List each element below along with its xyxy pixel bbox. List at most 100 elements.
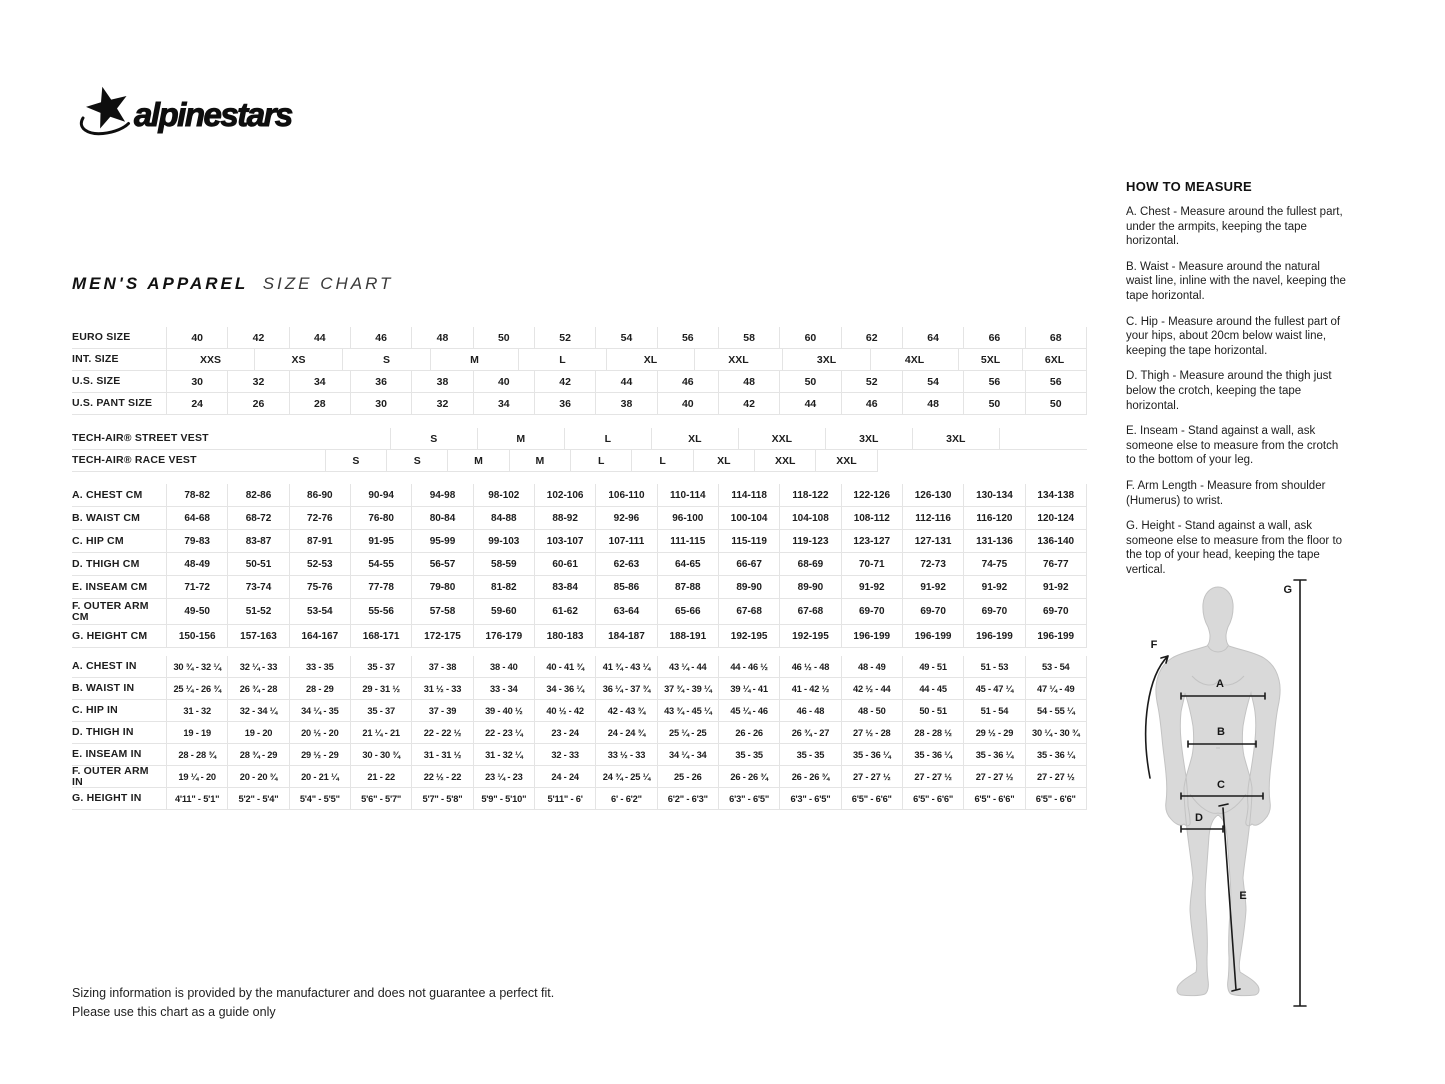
size-cell: 48 - 49 [842,656,903,677]
size-cell: 27 - 27 ½ [1026,766,1087,787]
table-group: A. CHEST IN 30 ¾ - 32 ¼ 32 ¼ - 33 33 - 35 35… [72,656,1087,810]
size-cell: 69-70 [903,599,965,624]
inseam-line [1218,803,1241,992]
size-cell: 24 [167,393,229,414]
size-cell: 86-90 [290,484,351,506]
size-cell: 184-187 [596,625,658,647]
row-label: F. OUTER ARM CM [72,599,167,624]
size-cell: 70-71 [842,553,903,575]
figure-label-height: G [1283,584,1292,596]
size-cell: 73-74 [228,576,290,598]
cell-spacer [1000,428,1087,449]
size-cell: S [391,428,478,449]
size-cell: 176-179 [474,625,535,647]
size-cell: 60-61 [535,553,597,575]
size-cell: 35 - 37 [351,656,413,677]
size-cell: 23 ¼ - 23 [474,766,535,787]
size-cell: 42 - 43 ¾ [596,700,658,721]
size-cell: 50 [964,393,1026,414]
table-row: C. HIP CM 79-83 83-87 87-91 91-95 95-99 99-103… [72,530,1087,553]
row-label: B. WAIST IN [72,678,167,699]
size-cell: 40 - 41 ¾ [535,656,597,677]
size-cell: L [571,450,633,472]
size-cell: 35 - 36 ¼ [903,744,965,765]
measurement-figure: A B C D E F G [1128,566,1445,1041]
astar-swoosh [79,116,130,136]
size-cell: 95-99 [412,530,474,552]
size-cell: 32 [228,371,290,392]
size-cell: 57-58 [412,599,474,624]
cell-spacer [215,428,391,449]
size-cell: 64 [903,327,965,348]
size-cell: 49-50 [167,599,229,624]
size-cell: 34 ¼ - 34 [658,744,719,765]
measure-instruction: D. Thigh - Measure around the thigh just… [1126,370,1332,412]
table-row: G. HEIGHT IN 4'11" - 5'1" 5'2" - 5'4" 5'4" … [72,788,1087,810]
size-cell: 168-171 [351,625,413,647]
size-cell: 35 - 36 ¼ [842,744,903,765]
size-cell: 71-72 [167,576,229,598]
size-cell: 127-131 [903,530,965,552]
size-cell: 82-86 [228,484,290,506]
size-cell: 3XL [826,428,913,449]
row-label: TECH-AIR® RACE VEST [72,450,203,472]
footer-line-2: Please use this chart as a guide only [72,1004,276,1019]
size-cell: 123-127 [842,530,903,552]
row-label: A. CHEST IN [72,656,167,677]
alpinestars-logo-icon: alpinestars [79,86,295,136]
size-cell: 52 [535,327,597,348]
size-cell: 100-104 [719,507,781,529]
size-cell: 25 ¼ - 25 [658,722,719,743]
size-cell: 72-76 [290,507,351,529]
size-cell: 6XL [1023,349,1087,370]
size-cell: 41 ¾ - 43 ¼ [596,656,658,677]
size-cell: 50 - 51 [903,700,965,721]
size-cell: 20 ½ - 20 [290,722,351,743]
size-cell: 46 - 48 [780,700,842,721]
size-cell: 52 [842,371,903,392]
size-cell: 119-123 [780,530,842,552]
size-cell: 22 ½ - 22 [412,766,474,787]
size-cell: 192-195 [780,625,842,647]
size-cell: 91-92 [842,576,903,598]
size-cell: 31 - 31 ½ [412,744,474,765]
size-cell: 196-199 [964,625,1026,647]
size-cell: 115-119 [719,530,781,552]
table-row: B. WAIST CM 64-68 68-72 72-76 76-80 80-84 84-8… [72,507,1087,530]
size-cell: 42 ½ - 44 [842,678,903,699]
table-group: TECH-AIR® STREET VEST S M L XL XXL 3XL 3XL TECH-… [72,428,1087,472]
table-row: EURO SIZE 40 42 44 46 48 50 52 54 56 58 60 62 64 66 68 [72,327,1087,349]
size-cell: 25 ¼ - 26 ¾ [167,678,229,699]
size-cell: 45 ¼ - 46 [719,700,781,721]
size-cell: 92-96 [596,507,658,529]
size-cell: 28 [290,393,351,414]
size-cell: 40 [658,393,719,414]
table-group: A. CHEST CM 78-82 82-86 86-90 90-94 94-98 98-1… [72,484,1087,648]
size-cell: 49 - 51 [903,656,965,677]
size-cell: 50 [474,327,535,348]
size-cell: M [478,428,565,449]
size-cell: 40 [167,327,229,348]
size-cell: L [632,450,694,472]
size-cell: 196-199 [1026,625,1087,647]
size-cell: 188-191 [658,625,719,647]
size-cell: 32 ¼ - 33 [228,656,290,677]
size-cell: 66-67 [719,553,781,575]
size-cell: 66 [964,327,1026,348]
row-label: U.S. SIZE [72,371,167,392]
size-cell: 72-73 [903,553,965,575]
size-cell: 46 [842,393,903,414]
measure-instruction: B. Waist - Measure around the natural wa… [1126,260,1346,302]
size-cell: 196-199 [903,625,965,647]
size-cell: 89-90 [719,576,781,598]
row-label: INT. SIZE [72,349,167,370]
footer-note: Sizing information is provided by the ma… [72,984,554,1022]
how-to-measure-heading: HOW TO MEASURE [1126,179,1253,194]
size-cell: 44 [596,371,658,392]
size-cell: 20 - 21 ¼ [290,766,351,787]
size-cell: 4XL [871,349,959,370]
size-cell: 24 - 24 ¾ [596,722,658,743]
size-cell: 24 - 24 [535,766,597,787]
size-cell: 44 [290,327,351,348]
